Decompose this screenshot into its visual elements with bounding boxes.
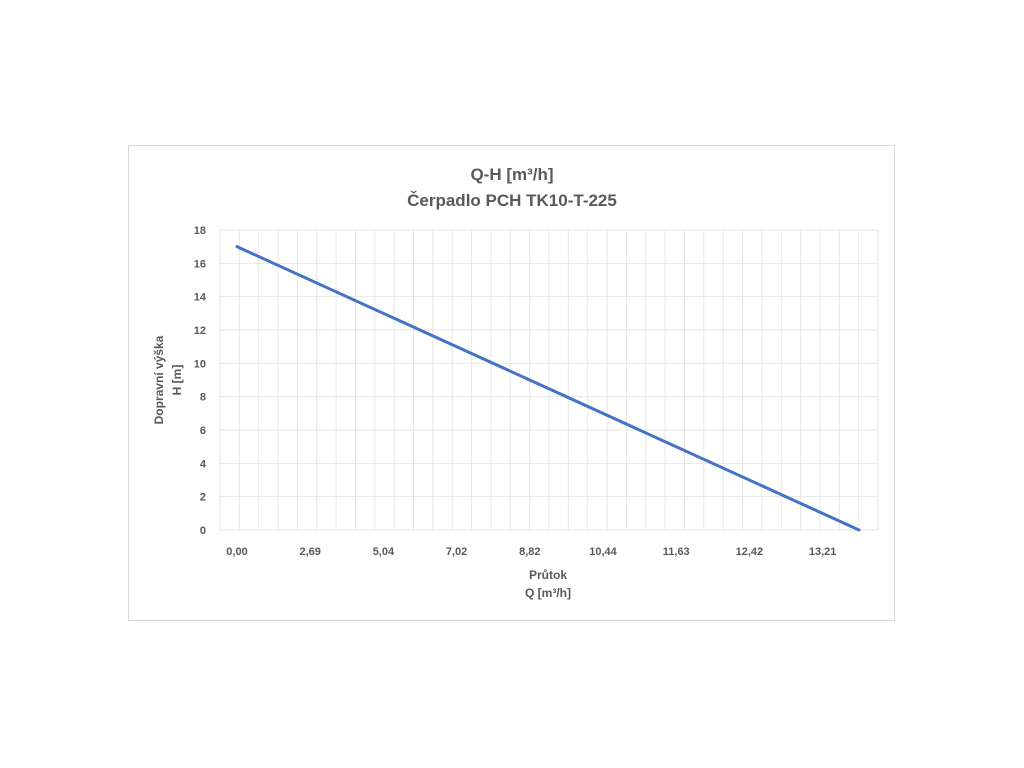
y-tick-label: 12 xyxy=(194,325,206,337)
x-tick-label: 11,63 xyxy=(663,546,690,558)
x-tick-label: 8,82 xyxy=(519,546,540,558)
y-ticks: 0 2 4 6 8 10 12 14 16 18 xyxy=(194,225,207,537)
x-tick-label: 2,69 xyxy=(299,546,320,558)
y-axis-label: Dopravní výška xyxy=(152,335,166,424)
series xyxy=(235,245,861,532)
y-tick-label: 14 xyxy=(194,292,207,304)
x-tick-label: 7,02 xyxy=(446,546,467,558)
chart-title: Q-H [m³/h] xyxy=(470,165,553,184)
y-tick-label: 2 xyxy=(200,492,206,504)
x-ticks: 0,00 2,69 5,04 7,02 8,82 10,44 11,63 12,42 13,21 xyxy=(226,546,836,558)
y-tick-label: 0 xyxy=(200,525,206,537)
x-tick-label: 10,44 xyxy=(589,546,617,558)
y-tick-label: 16 xyxy=(194,258,206,270)
grid xyxy=(219,229,879,531)
y-tick-label: 10 xyxy=(194,358,206,370)
chart-frame xyxy=(128,145,895,621)
y-tick-label: 6 xyxy=(200,425,206,437)
x-axis-label: Průtok xyxy=(529,568,567,582)
y-tick-label: 8 xyxy=(200,392,206,404)
x-tick-label: 13,21 xyxy=(809,546,837,558)
y-tick-label: 18 xyxy=(194,225,206,237)
x-tick-label: 0,00 xyxy=(226,546,247,558)
x-tick-label: 12,42 xyxy=(736,546,764,558)
y-tick-label: 4 xyxy=(200,458,207,470)
x-axis-unit: Q [m³/h] xyxy=(525,586,571,600)
x-tick-label: 5,04 xyxy=(373,546,395,558)
series-line xyxy=(235,245,861,532)
y-axis-unit: H [m] xyxy=(170,365,184,396)
chart-subtitle: Čerpadlo PCH TK10-T-225 xyxy=(407,191,617,210)
